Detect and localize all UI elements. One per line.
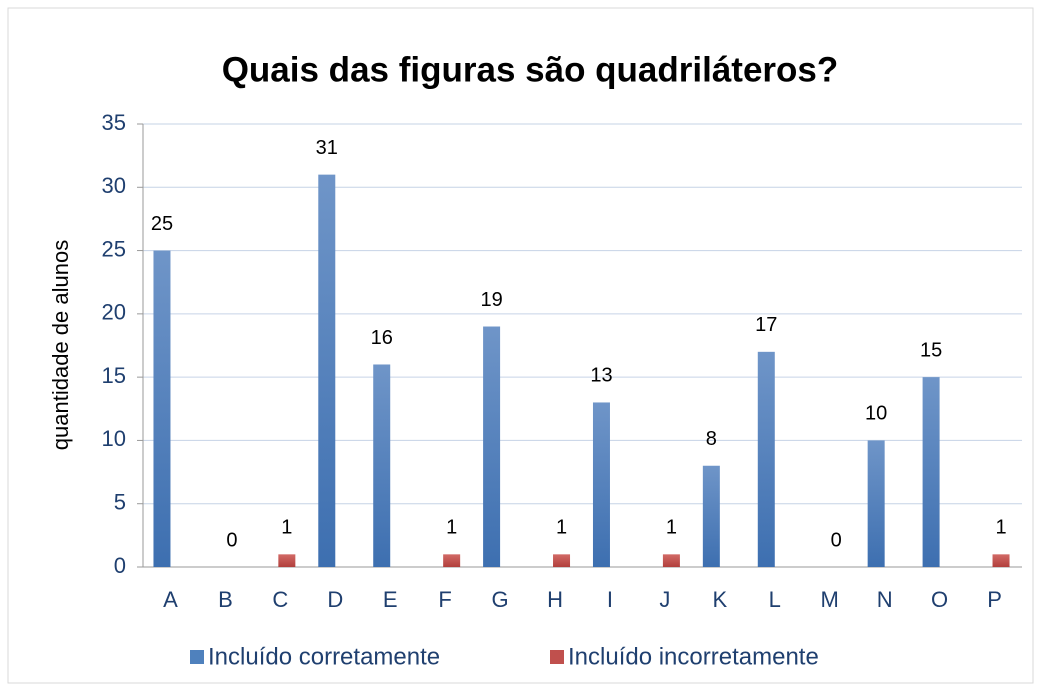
y-tick-label: 0 [114,553,126,578]
data-label: 1 [281,517,292,539]
data-label: 8 [706,428,717,450]
x-tick-label: A [163,587,178,612]
x-tick-label: N [877,587,893,612]
legend-swatch [550,650,564,664]
y-tick-label: 35 [102,110,126,135]
bar [867,440,885,567]
x-tick-label: F [438,587,451,612]
data-label: 0 [831,529,842,551]
y-axis-label: quantidade de alunos [48,240,73,450]
y-tick-label: 5 [114,490,126,515]
legend-label: Incluído incorretamente [568,643,819,670]
bar [662,554,680,567]
data-label: 1 [666,517,677,539]
legend-swatch [190,650,204,664]
data-label: 13 [590,365,612,387]
y-tick-label: 15 [102,363,126,388]
data-label: 1 [556,517,567,539]
bar [443,554,461,567]
y-tick-label: 30 [102,173,126,198]
x-tick-label: J [659,587,670,612]
data-label: 10 [865,403,887,425]
x-tick-label: B [218,587,233,612]
x-tick-label: K [713,587,728,612]
data-label: 25 [151,213,173,235]
bar [592,402,610,567]
legend-label: Incluído corretamente [208,643,440,670]
data-label: 0 [226,529,237,551]
data-label: 17 [755,314,777,336]
x-tick-label: D [327,587,343,612]
bar [757,351,775,567]
x-tick-label: P [987,587,1002,612]
bar [922,377,940,567]
y-tick-label: 25 [102,236,126,261]
bar [373,364,391,567]
data-label: 1 [446,517,457,539]
x-tick-label: C [272,587,288,612]
x-tick-label: H [547,587,563,612]
x-tick-label: I [607,587,613,612]
x-tick-label: G [492,587,509,612]
data-label: 19 [480,289,502,311]
bar [553,554,571,567]
data-label: 31 [316,137,338,159]
data-label: 16 [371,327,393,349]
bar [992,554,1010,567]
bar [278,554,296,567]
bar [153,250,171,568]
bar [702,465,720,567]
x-tick-label: L [769,587,781,612]
chart-title: Quais das figuras são quadriláteros? [222,50,839,89]
x-tick-label: M [821,587,839,612]
x-tick-label: O [931,587,948,612]
x-tick-label: E [383,587,398,612]
y-tick-label: 20 [102,300,126,325]
bar [318,174,336,567]
data-label: 1 [995,517,1006,539]
data-label: 15 [920,339,942,361]
bar [483,326,501,567]
chart-border [7,7,1034,684]
y-tick-label: 10 [102,426,126,451]
